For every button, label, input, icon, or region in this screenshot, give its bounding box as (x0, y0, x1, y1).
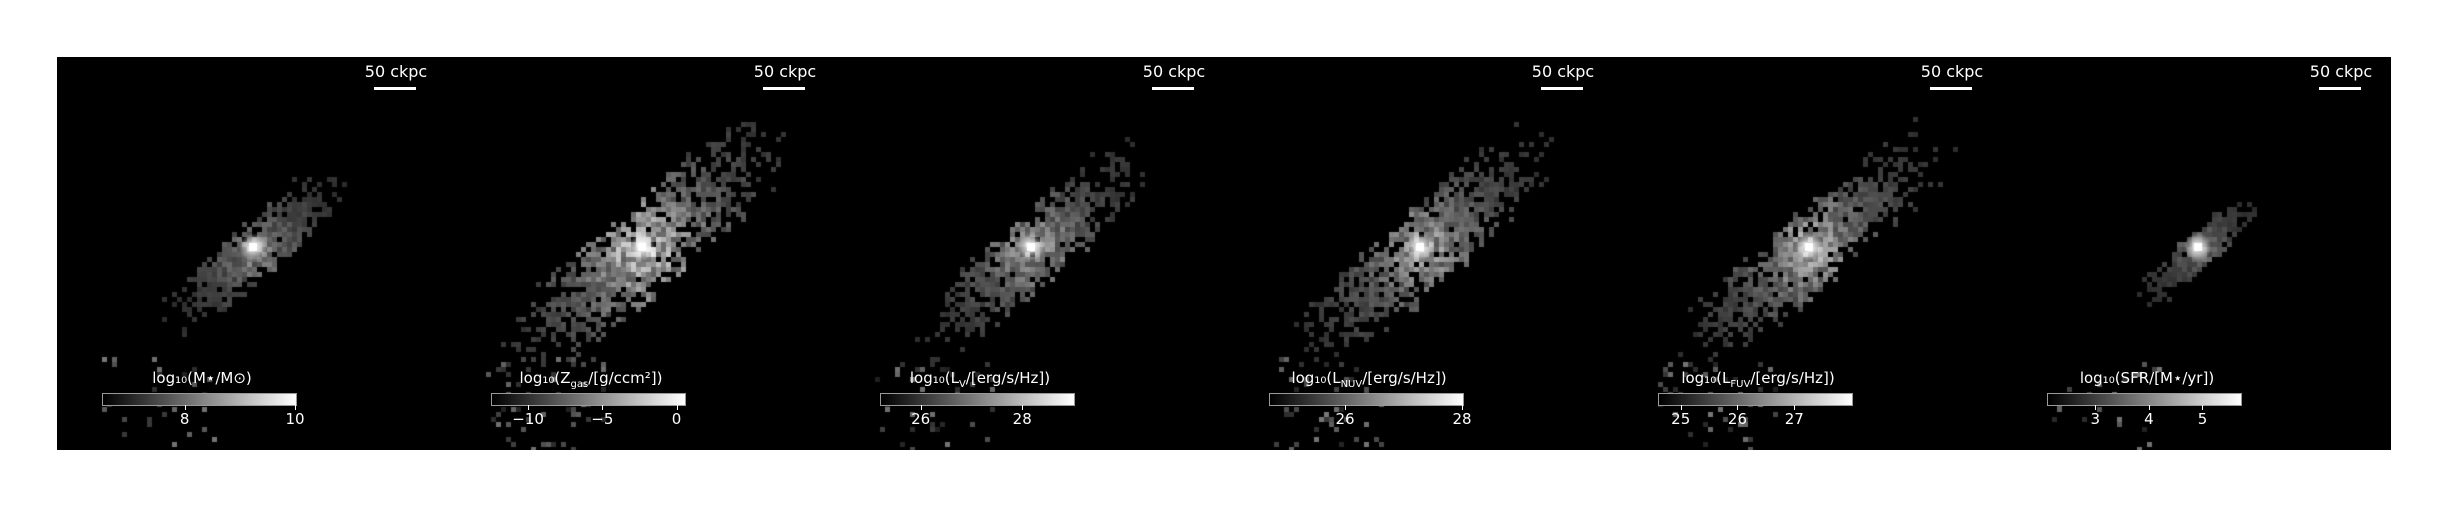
colorbar-tick-label: 26 (911, 410, 931, 428)
colorbar-tick (1737, 405, 1739, 410)
colorbar-tick (295, 405, 296, 410)
colorbar-tick-label: 25 (1671, 410, 1691, 428)
colorbar-tick (184, 405, 186, 410)
colorbar-tick (2202, 405, 2204, 410)
colorbar-tick-label: −5 (591, 410, 614, 428)
scale-bar (763, 87, 805, 90)
colorbar (102, 393, 297, 406)
colorbar-tick (2148, 405, 2150, 410)
panel-metallicity: 50 ckpc log₁₀(Zgas/[g/ccm²]) −10 −5 0 (446, 57, 835, 450)
colorbar (491, 393, 686, 406)
galaxy-map-lum-v (835, 57, 1224, 450)
colorbar (2047, 393, 2242, 406)
colorbar-tick-label: 26 (1335, 410, 1355, 428)
colorbar-tick-label: 3 (2090, 410, 2101, 428)
colorbar-tick (676, 405, 678, 410)
galaxy-map-lum-fuv (1613, 57, 2002, 450)
panel-lum-nuv: 50 ckpc log₁₀(LNUV/[erg/s/Hz]) 26 28 (1224, 57, 1613, 450)
colorbar-title: log₁₀(SFR/[M⋆/yr]) (2079, 369, 2215, 387)
colorbar-tick (1462, 405, 1463, 410)
colorbar-tick (1022, 405, 1024, 410)
scale-bar-label: 50 ckpc (1142, 62, 1206, 81)
colorbar-title: log₁₀(LNUV/[erg/s/Hz]) (1291, 369, 1447, 390)
colorbar (1269, 393, 1464, 406)
scale-bar-label: 50 ckpc (2309, 62, 2373, 81)
scale-bar-label: 50 ckpc (753, 62, 817, 81)
panel-lum-v: 50 ckpc log₁₀(LV/[erg/s/Hz]) 26 28 (835, 57, 1224, 450)
colorbar-tick-label: −10 (512, 410, 544, 428)
colorbar-tick-label: 8 (179, 410, 190, 428)
panel-sfr: 50 ckpc log₁₀(SFR/[M⋆/yr]) 3 4 5 (2002, 57, 2391, 450)
scale-bar-label: 50 ckpc (364, 62, 428, 81)
galaxy-image-strip: 50 ckpc log₁₀(M⋆/M⊙) 8 10 50 ckpc log₁₀(Zgas/… (57, 57, 2391, 450)
colorbar-tick-label: 26 (1727, 410, 1748, 428)
colorbar-tick (1794, 405, 1796, 410)
scale-bar (2319, 87, 2361, 90)
galaxy-map-sfr (2002, 57, 2391, 450)
panel-mass: 50 ckpc log₁₀(M⋆/M⊙) 8 10 (57, 57, 446, 450)
colorbar-tick (1345, 405, 1347, 410)
scale-bar-label: 50 ckpc (1531, 62, 1595, 81)
scale-bar (1930, 87, 1972, 90)
colorbar-title: log₁₀(LV/[erg/s/Hz]) (909, 369, 1051, 390)
colorbar-tick (920, 405, 922, 410)
scale-bar (1152, 87, 1194, 90)
colorbar-tick-label: 27 (1784, 410, 1804, 428)
scale-bar (1541, 87, 1583, 90)
colorbar-tick-label: 28 (1452, 410, 1472, 428)
colorbar-tick (602, 405, 604, 410)
colorbar (880, 393, 1075, 406)
colorbar-title: log₁₀(Zgas/[g/ccm²]) (519, 369, 663, 390)
colorbar-tick (528, 405, 530, 410)
colorbar-tick-label: 0 (671, 410, 682, 428)
galaxy-map-mass (57, 57, 446, 450)
scale-bar-label: 50 ckpc (1920, 62, 1984, 81)
colorbar-tick (2095, 405, 2097, 410)
colorbar-tick-label: 4 (2144, 410, 2154, 428)
galaxy-map-metallicity (446, 57, 835, 450)
panel-lum-fuv: 50 ckpc log₁₀(LFUV/[erg/s/Hz]) 25 26 27 (1613, 57, 2002, 450)
colorbar-tick-label: 28 (1012, 410, 1032, 428)
colorbar-title: log₁₀(M⋆/M⊙) (152, 369, 252, 387)
scale-bar (374, 87, 416, 90)
colorbar-tick (1680, 405, 1682, 410)
colorbar-tick-label: 10 (285, 410, 305, 428)
colorbar-tick-label: 5 (2197, 410, 2208, 428)
colorbar-title: log₁₀(LFUV/[erg/s/Hz]) (1681, 369, 1835, 390)
galaxy-map-lum-nuv (1224, 57, 1613, 450)
colorbar (1658, 393, 1853, 406)
